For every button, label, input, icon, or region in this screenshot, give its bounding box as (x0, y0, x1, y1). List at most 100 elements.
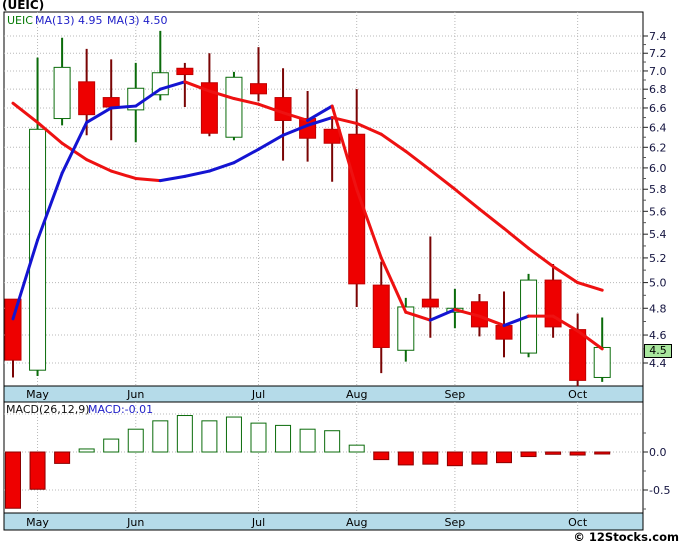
ma13-line-segment (453, 187, 481, 211)
ma13-line-segment (36, 120, 64, 145)
ma13-line-segment (502, 226, 531, 250)
month-label: Jun (126, 388, 144, 401)
candle-body (274, 97, 292, 121)
month-label: Jul (251, 516, 265, 529)
candle-body (176, 67, 194, 76)
ma3-line-segment (551, 314, 580, 333)
y-axis-label: 7.0 (649, 65, 667, 78)
macd-panel-frame (3, 401, 644, 514)
y-axis-label: 4.8 (649, 302, 667, 315)
macd-value-label: MACD:-0.01 (88, 403, 154, 416)
macd-bar-positive (201, 420, 218, 453)
candle-body (78, 81, 96, 116)
legend-ma13-value: 4.95 (78, 14, 103, 27)
ma13-line-segment (85, 158, 113, 173)
ma3-line-segment (428, 308, 457, 322)
macd-bar-negative (520, 451, 537, 458)
candle-body (421, 298, 439, 308)
price-panel-legend: UEIC MA(13) 4.95 MA(3) 4.50 (0, 14, 640, 27)
y-axis-label: 4.4 (649, 357, 667, 370)
ma3-line-segment (355, 187, 383, 260)
month-label: Sep (445, 388, 466, 401)
macd-bar-positive (299, 428, 316, 453)
month-label: Jun (126, 516, 144, 529)
macd-panel-legend: MACD(26,12,9) MACD:-0.01 (0, 403, 640, 416)
month-label: Aug (346, 388, 367, 401)
macd-bar-negative (446, 451, 463, 467)
candle-body (29, 128, 47, 371)
ma3-line-segment (109, 104, 138, 110)
ma3-line-segment (158, 80, 187, 91)
ma3-line-segment (453, 308, 481, 318)
ma3-line-segment (477, 314, 506, 328)
ma13-line-segment (257, 133, 285, 151)
macd-bar-positive (324, 430, 341, 453)
ma13-line-segment (404, 149, 432, 172)
ma13-line-segment (109, 169, 138, 180)
legend-symbol: UEIC (7, 14, 33, 27)
ma3-line-segment (257, 102, 285, 115)
price-panel-frame (3, 11, 644, 387)
ma3-line-segment (502, 314, 531, 328)
ma3-line-segment (85, 106, 113, 124)
candle-body (323, 128, 341, 144)
ma13-line-segment (134, 176, 162, 183)
ma3-line-segment (183, 80, 211, 93)
ma3-line-segment (232, 97, 260, 106)
ma13-line-segment (355, 121, 383, 136)
macd-bar-positive (250, 422, 267, 453)
candle-body (372, 284, 390, 348)
page-title: (UEIC) (2, 0, 45, 12)
macd-y-axis-label: 0.0 (649, 446, 667, 459)
macd-bar-positive (152, 420, 169, 453)
ma3-line-segment (207, 89, 236, 101)
y-axis-label: 6.4 (649, 121, 667, 134)
ma13-line-segment (428, 168, 457, 191)
month-axis-strip (3, 512, 644, 531)
ma3-line-segment (404, 310, 432, 322)
month-label: Aug (346, 516, 367, 529)
ma13-line-segment (11, 101, 40, 124)
candle-body (200, 82, 218, 134)
ma13-line-segment (207, 161, 236, 173)
current-price-tag: 4.5 (644, 344, 672, 358)
candle-body (593, 346, 611, 378)
ma3-line-segment (281, 111, 310, 122)
month-label: Oct (568, 516, 588, 529)
candle-body (495, 325, 513, 340)
candle-body (225, 76, 243, 138)
macd-bar-positive (103, 438, 120, 453)
month-label: May (26, 516, 49, 529)
copyright-label: © 12Stocks.com (573, 530, 679, 544)
ma13-line-segment (281, 123, 310, 137)
ma13-line-segment (60, 141, 89, 162)
macd-bar-positive (127, 428, 144, 453)
month-label: May (26, 388, 49, 401)
ma3-line-segment (379, 256, 408, 314)
ma13-line-segment (158, 174, 187, 183)
ma13-line-segment (306, 116, 334, 127)
candle-body (102, 97, 120, 108)
ma13-line-segment (527, 246, 555, 268)
macd-bar-negative (29, 451, 46, 490)
macd-bar-negative (471, 451, 488, 465)
ma3-line-segment (134, 87, 162, 108)
ma13-line-segment (379, 132, 408, 153)
macd-bar-negative (594, 451, 611, 455)
ma13-line-segment (551, 264, 580, 285)
y-axis-label: 6.6 (649, 102, 667, 115)
ma3-line-segment (11, 238, 40, 321)
macd-bar-negative (569, 451, 586, 456)
month-label: Jul (251, 388, 265, 401)
ma13-line-segment (477, 207, 506, 230)
y-axis-label: 6.8 (649, 83, 667, 96)
ma13-line-segment (576, 281, 604, 292)
macd-bar-negative (397, 451, 414, 466)
month-label: Sep (445, 516, 466, 529)
macd-bar-positive (176, 415, 193, 453)
y-axis-label: 6.2 (649, 141, 667, 154)
y-axis-label: 5.4 (649, 228, 667, 241)
legend-ma3-label: MA(3) (107, 14, 140, 27)
macd-bar-positive (78, 448, 95, 453)
